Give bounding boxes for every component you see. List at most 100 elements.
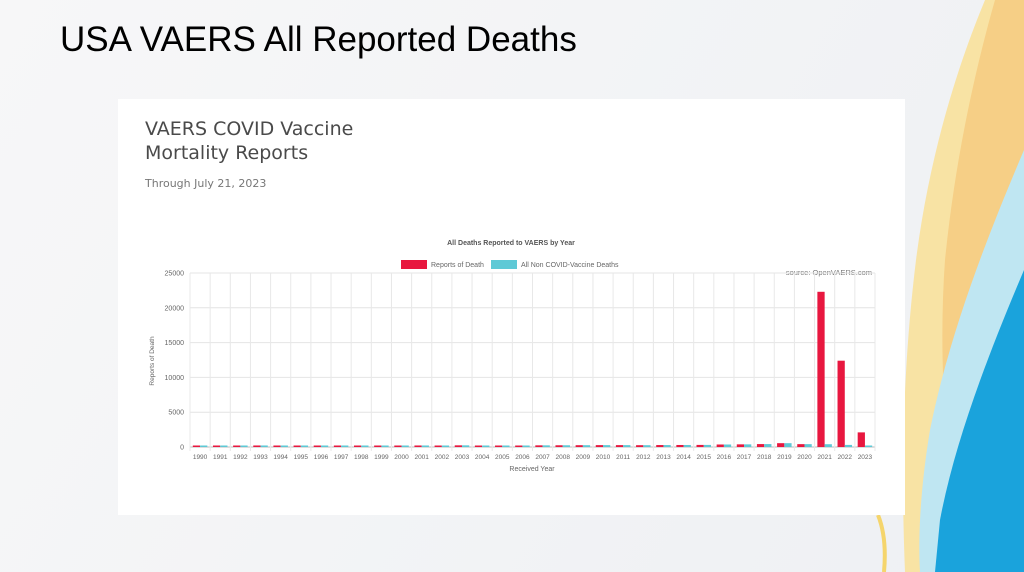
bar-non-covid-deaths[interactable] bbox=[220, 445, 228, 448]
bars bbox=[192, 291, 873, 448]
bar-reports-of-death[interactable] bbox=[253, 445, 261, 447]
x-tick-label: 2008 bbox=[555, 454, 570, 461]
x-axis-ticks: 1990 1991 1992 1993 1994 1995 1996 1997 1998 1999… bbox=[193, 454, 873, 461]
chart-title: All Deaths Reported to VAERS by Year bbox=[447, 240, 575, 247]
background-blue-wave bbox=[935, 270, 1024, 572]
bar-non-covid-deaths[interactable] bbox=[663, 445, 671, 447]
legend-swatch-non-covid-deaths bbox=[491, 260, 517, 269]
bar-non-covid-deaths[interactable] bbox=[703, 444, 712, 447]
bar-reports-of-death[interactable] bbox=[615, 445, 624, 447]
bar-reports-of-death[interactable] bbox=[394, 445, 402, 448]
bar-reports-of-death[interactable] bbox=[535, 445, 543, 447]
legend-label-non-covid-deaths: All Non COVID-Vaccine Deaths bbox=[521, 262, 619, 269]
bar-reports-of-death[interactable] bbox=[857, 432, 865, 447]
x-tick-label: 2005 bbox=[495, 454, 510, 461]
bar-non-covid-deaths[interactable] bbox=[864, 445, 873, 448]
bar-non-covid-deaths[interactable] bbox=[582, 445, 591, 447]
x-tick-label: 1996 bbox=[314, 454, 329, 461]
x-tick-label: 2019 bbox=[777, 454, 792, 461]
bar-reports-of-death[interactable] bbox=[656, 445, 664, 447]
x-tick-label: 2015 bbox=[697, 454, 712, 461]
x-tick-label: 1998 bbox=[354, 454, 369, 461]
bar-reports-of-death[interactable] bbox=[676, 444, 684, 447]
slide-title: USA VAERS All Reported Deaths bbox=[60, 20, 577, 59]
bar-reports-of-death[interactable] bbox=[716, 444, 724, 447]
bar-non-covid-deaths[interactable] bbox=[844, 444, 853, 447]
x-tick-label: 2007 bbox=[535, 454, 550, 461]
y-tick-label: 20000 bbox=[165, 305, 185, 312]
bar-reports-of-death[interactable] bbox=[756, 444, 765, 447]
bar-non-covid-deaths[interactable] bbox=[300, 445, 309, 448]
bar-non-covid-deaths[interactable] bbox=[260, 445, 268, 447]
bar-non-covid-deaths[interactable] bbox=[623, 445, 631, 447]
x-tick-label: 2014 bbox=[676, 454, 691, 461]
legend: Reports of Death All Non COVID-Vaccine D… bbox=[401, 260, 619, 269]
bar-reports-of-death[interactable] bbox=[434, 445, 442, 448]
bar-non-covid-deaths[interactable] bbox=[824, 444, 832, 447]
bar-reports-of-death[interactable] bbox=[837, 360, 845, 447]
background-yellow-stroke bbox=[876, 514, 887, 572]
bar-reports-of-death[interactable] bbox=[575, 445, 583, 447]
bar-non-covid-deaths[interactable] bbox=[320, 445, 329, 448]
bar-non-covid-deaths[interactable] bbox=[744, 444, 752, 447]
x-tick-label: 2023 bbox=[858, 454, 873, 461]
bar-reports-of-death[interactable] bbox=[293, 445, 301, 448]
x-tick-label: 1990 bbox=[193, 454, 208, 461]
bar-reports-of-death[interactable] bbox=[777, 443, 785, 447]
bar-reports-of-death[interactable] bbox=[636, 445, 644, 447]
bar-non-covid-deaths[interactable] bbox=[562, 445, 570, 447]
bar-non-covid-deaths[interactable] bbox=[764, 444, 772, 447]
x-tick-label: 2020 bbox=[797, 454, 812, 461]
bar-non-covid-deaths[interactable] bbox=[240, 445, 248, 448]
bar-non-covid-deaths[interactable] bbox=[683, 444, 691, 447]
y-tick-label: 5000 bbox=[168, 410, 184, 417]
bar-non-covid-deaths[interactable] bbox=[461, 445, 470, 447]
bar-non-covid-deaths[interactable] bbox=[341, 445, 349, 448]
x-tick-label: 2022 bbox=[838, 454, 853, 461]
bar-reports-of-death[interactable] bbox=[192, 445, 201, 448]
bar-non-covid-deaths[interactable] bbox=[441, 445, 450, 448]
bar-reports-of-death[interactable] bbox=[212, 445, 221, 448]
bar-reports-of-death[interactable] bbox=[736, 444, 745, 447]
bar-non-covid-deaths[interactable] bbox=[723, 444, 732, 447]
bar-reports-of-death[interactable] bbox=[474, 445, 483, 448]
x-tick-label: 2012 bbox=[636, 454, 651, 461]
bar-reports-of-death[interactable] bbox=[817, 291, 825, 447]
bar-reports-of-death[interactable] bbox=[696, 444, 704, 447]
x-tick-label: 2018 bbox=[757, 454, 772, 461]
bar-non-covid-deaths[interactable] bbox=[401, 445, 409, 448]
legend-item-non-covid-deaths[interactable]: All Non COVID-Vaccine Deaths bbox=[491, 260, 619, 269]
legend-item-reports-of-death[interactable]: Reports of Death bbox=[401, 260, 484, 269]
bar-non-covid-deaths[interactable] bbox=[804, 444, 812, 447]
bar-non-covid-deaths[interactable] bbox=[381, 445, 389, 448]
bar-non-covid-deaths[interactable] bbox=[502, 445, 510, 448]
bar-non-covid-deaths[interactable] bbox=[200, 445, 208, 448]
y-tick-label: 25000 bbox=[165, 271, 185, 278]
bar-reports-of-death[interactable] bbox=[595, 445, 604, 447]
bar-non-covid-deaths[interactable] bbox=[643, 445, 651, 447]
bar-reports-of-death[interactable] bbox=[414, 445, 422, 447]
bar-non-covid-deaths[interactable] bbox=[522, 445, 530, 448]
bar-reports-of-death[interactable] bbox=[555, 445, 563, 447]
bar-non-covid-deaths[interactable] bbox=[361, 445, 369, 448]
bar-reports-of-death[interactable] bbox=[233, 445, 241, 448]
bar-non-covid-deaths[interactable] bbox=[421, 445, 429, 447]
bar-reports-of-death[interactable] bbox=[797, 444, 805, 447]
bar-reports-of-death[interactable] bbox=[374, 445, 382, 448]
bar-reports-of-death[interactable] bbox=[333, 445, 342, 448]
bar-reports-of-death[interactable] bbox=[273, 445, 281, 448]
bar-non-covid-deaths[interactable] bbox=[280, 445, 288, 448]
bar-reports-of-death[interactable] bbox=[353, 445, 362, 448]
bar-non-covid-deaths[interactable] bbox=[603, 445, 611, 447]
bar-reports-of-death[interactable] bbox=[454, 445, 462, 447]
bar-reports-of-death[interactable] bbox=[313, 445, 321, 448]
bar-non-covid-deaths[interactable] bbox=[542, 445, 550, 447]
y-tick-label: 10000 bbox=[165, 375, 185, 382]
bar-reports-of-death[interactable] bbox=[495, 445, 503, 448]
bar-reports-of-death[interactable] bbox=[515, 445, 523, 448]
bar-non-covid-deaths[interactable] bbox=[482, 445, 490, 448]
x-tick-label: 1993 bbox=[253, 454, 268, 461]
bar-non-covid-deaths[interactable] bbox=[784, 443, 792, 447]
x-tick-label: 1994 bbox=[273, 454, 288, 461]
